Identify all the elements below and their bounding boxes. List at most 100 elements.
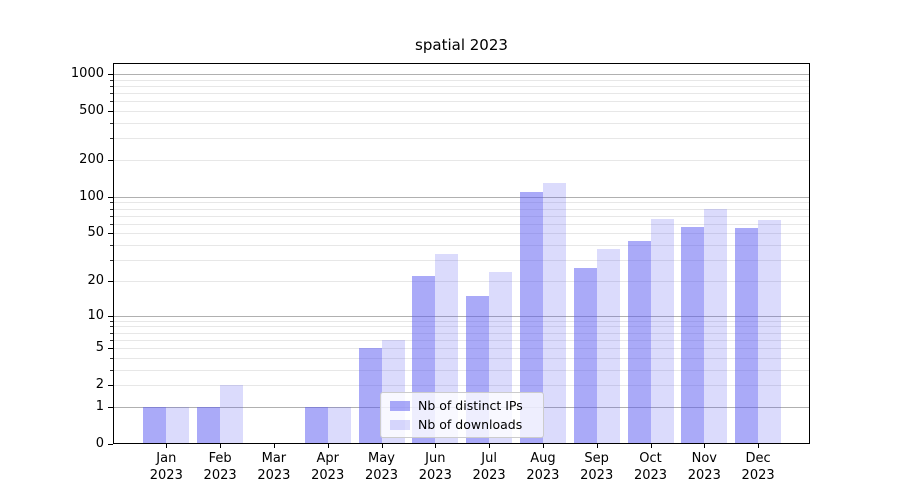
y-tick-mark xyxy=(108,315,113,317)
gridline-minor xyxy=(113,332,810,334)
gridline-minor xyxy=(113,138,810,140)
y-tick-label: 100 xyxy=(79,188,104,204)
y-minor-tick-mark xyxy=(110,123,113,124)
bar-feb-downloads xyxy=(220,385,244,444)
x-tick-label-mar: Mar 2023 xyxy=(257,451,291,483)
x-tick-label-may: May 2023 xyxy=(364,451,399,483)
x-tick-mark xyxy=(166,444,168,448)
x-tick-mark xyxy=(489,444,491,448)
gridline-minor xyxy=(113,320,810,322)
gridline-minor xyxy=(113,215,810,217)
bar-sep-downloads xyxy=(596,249,620,444)
y-tick-label: 50 xyxy=(87,225,104,241)
gridline-minor xyxy=(113,101,810,103)
bar-dec-distinct-ips xyxy=(735,228,759,444)
y-minor-tick-mark xyxy=(110,101,113,103)
x-tick-mark xyxy=(542,444,544,448)
x-tick-mark xyxy=(273,444,275,448)
plot-area xyxy=(113,63,810,444)
x-tick-mark xyxy=(435,444,437,448)
bar-sep-distinct-ips xyxy=(573,267,597,444)
legend-swatch-downloads-icon xyxy=(390,419,410,430)
x-tick-mark xyxy=(327,444,329,448)
y-minor-tick-mark xyxy=(110,357,113,359)
y-tick-mark xyxy=(108,406,113,408)
gridline-minor xyxy=(113,111,810,113)
y-minor-tick-mark xyxy=(110,326,113,328)
gridline-minor xyxy=(113,223,810,225)
gridline-minor xyxy=(113,339,810,341)
gridline-minor xyxy=(113,93,810,95)
x-tick-mark xyxy=(704,444,706,448)
x-tick-label-apr: Apr 2023 xyxy=(311,451,345,483)
x-tick-label-jun: Jun 2023 xyxy=(418,451,452,483)
y-tick-mark xyxy=(108,196,113,198)
gridline-major xyxy=(113,74,810,75)
x-tick-label-feb: Feb 2023 xyxy=(203,451,237,483)
gridline-minor xyxy=(113,202,810,204)
y-minor-tick-mark xyxy=(110,245,113,247)
x-tick-label-jan: Jan 2023 xyxy=(149,451,183,483)
x-tick-mark xyxy=(650,444,652,448)
gridline-minor xyxy=(113,160,810,161)
y-tick-label: 5 xyxy=(95,340,104,355)
gridline-major xyxy=(113,315,810,317)
y-tick-mark xyxy=(108,348,113,349)
y-minor-tick-mark xyxy=(110,339,113,341)
y-tick-mark xyxy=(108,444,113,445)
bar-apr-downloads xyxy=(327,406,351,444)
x-tick-label-sep: Sep 2023 xyxy=(580,451,614,483)
gridline-minor xyxy=(113,208,810,210)
bar-nov-distinct-ips xyxy=(681,226,705,444)
y-minor-tick-mark xyxy=(110,79,113,81)
legend-item-distinct-ips: Nb of distinct IPs xyxy=(390,398,543,413)
x-tick-mark xyxy=(220,444,222,448)
y-tick-mark xyxy=(108,111,113,113)
bar-may-distinct-ips xyxy=(358,348,382,444)
y-tick-mark xyxy=(108,385,113,387)
y-tick-mark xyxy=(108,280,113,282)
y-axis-line xyxy=(113,63,114,444)
legend-label-downloads: Nb of downloads xyxy=(418,417,523,432)
y-tick-mark xyxy=(108,233,113,235)
y-minor-tick-mark xyxy=(110,202,113,204)
y-minor-tick-mark xyxy=(110,85,113,87)
y-minor-tick-mark xyxy=(110,223,113,225)
y-minor-tick-mark xyxy=(110,369,113,371)
y-tick-label: 1 xyxy=(95,398,104,414)
bar-apr-distinct-ips xyxy=(304,406,328,444)
y-minor-tick-mark xyxy=(110,332,113,334)
y-minor-tick-mark xyxy=(110,320,113,322)
legend-swatch-distinct-ips-icon xyxy=(390,400,410,411)
gridline-minor xyxy=(113,260,810,262)
x-tick-label-jul: Jul 2023 xyxy=(472,451,506,483)
gridline-minor xyxy=(113,369,810,371)
bar-jan-distinct-ips xyxy=(143,406,167,444)
gridline-minor xyxy=(113,233,810,235)
y-minor-tick-mark xyxy=(110,138,113,140)
x-tick-label-oct: Oct 2023 xyxy=(633,451,668,483)
y-tick-label: 10 xyxy=(87,307,104,323)
bar-jan-downloads xyxy=(166,406,190,444)
x-tick-mark xyxy=(758,444,760,448)
x-tick-label-dec: Dec 2023 xyxy=(741,451,775,483)
legend-label-distinct-ips: Nb of distinct IPs xyxy=(418,398,523,413)
x-tick-mark xyxy=(381,444,383,448)
y-minor-tick-mark xyxy=(110,260,113,262)
spine-top xyxy=(113,63,810,64)
gridline-major xyxy=(113,196,810,198)
gridline-minor xyxy=(113,357,810,359)
y-tick-label: 1000 xyxy=(70,66,104,81)
gridline-minor xyxy=(113,385,810,387)
y-tick-label: 2 xyxy=(95,377,104,393)
y-tick-label: 200 xyxy=(79,152,104,167)
y-tick-label: 0 xyxy=(95,436,104,451)
bar-nov-downloads xyxy=(704,209,728,444)
gridline-minor xyxy=(113,79,810,81)
bar-dec-downloads xyxy=(758,220,782,444)
bar-feb-distinct-ips xyxy=(197,406,221,444)
x-tick-label-aug: Aug 2023 xyxy=(526,451,560,483)
y-tick-label: 20 xyxy=(87,272,104,288)
y-tick-mark xyxy=(108,74,113,75)
